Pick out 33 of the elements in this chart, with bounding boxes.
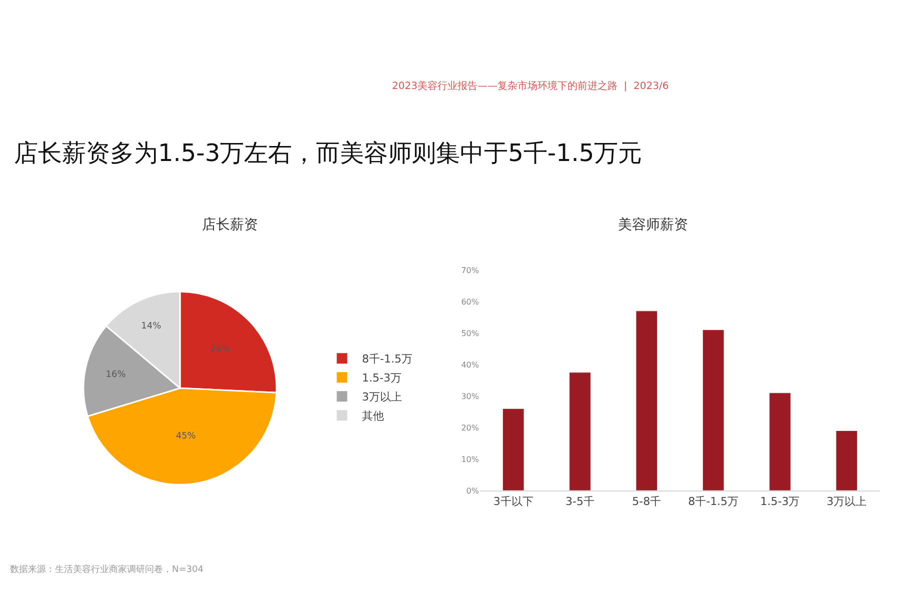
y-tick-label: 20% bbox=[461, 423, 480, 432]
bar bbox=[569, 372, 591, 491]
x-tick-label: 5-8千 bbox=[632, 494, 662, 508]
bar bbox=[502, 408, 524, 491]
y-tick-label: 40% bbox=[461, 360, 480, 370]
data-label: 45% bbox=[176, 431, 196, 442]
x-tick-label: 3千以下 bbox=[493, 494, 534, 508]
source-note: 数据来源：生活美容行业商家调研问卷，N=304 bbox=[10, 564, 204, 575]
x-tick-label: 3-5千 bbox=[566, 494, 594, 508]
bar bbox=[636, 310, 658, 491]
bar bbox=[702, 330, 724, 491]
x-tick-label: 1.5-3万 bbox=[760, 494, 800, 508]
legend-label: 其他 bbox=[362, 410, 384, 423]
y-tick-label: 30% bbox=[461, 392, 480, 401]
y-tick-label: 50% bbox=[461, 328, 480, 338]
chart-title: 美容师薪资 bbox=[618, 217, 688, 233]
y-tick-label: 60% bbox=[461, 297, 480, 306]
text: 店长薪资多为1.5-3万左右，而美容师则集中于5千-1.5万元 bbox=[14, 139, 642, 167]
text: 2023美容行业报告——复杂市场环境下的前进之路 | 2023/6 bbox=[392, 80, 669, 92]
data-label: 26% bbox=[210, 344, 231, 354]
y-tick-label: 70% bbox=[461, 266, 480, 275]
y-tick-label: 0% bbox=[466, 486, 480, 496]
legend-label: 8千-1.5万 bbox=[362, 352, 412, 366]
x-tick-label: 8千-1.5万 bbox=[688, 494, 739, 508]
y-tick-label: 10% bbox=[461, 454, 480, 464]
data-label: 16% bbox=[106, 370, 126, 380]
bar bbox=[836, 430, 858, 491]
chart-title: 店长薪资 bbox=[202, 217, 258, 233]
legend-label: 1.5-3万 bbox=[362, 372, 402, 385]
bar bbox=[769, 392, 791, 491]
data-label: 14% bbox=[141, 322, 162, 332]
x-tick-label: 3万以上 bbox=[826, 494, 867, 508]
legend-label: 3万以上 bbox=[362, 390, 402, 404]
